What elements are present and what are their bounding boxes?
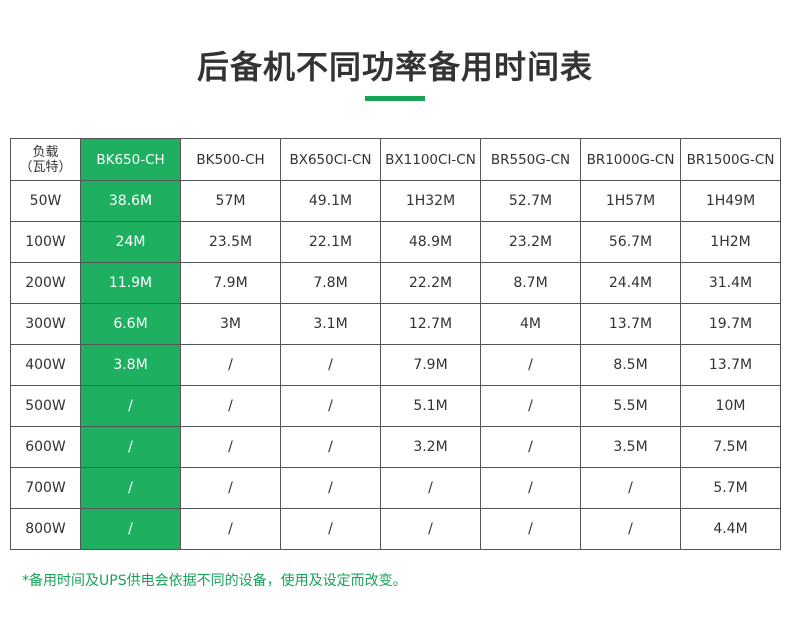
backup-time-cell: 1H32M: [380, 180, 481, 222]
backup-time-cell: /: [280, 467, 381, 509]
table-row: 800W / / / / //4.4M: [10, 508, 781, 550]
backup-time-cell: 13.7M: [680, 344, 781, 386]
backup-time-cell: 7.8M: [280, 262, 381, 304]
backup-time-table: 负载 （瓦特） BK650-CH BK500-CH BX650CI-CN BX1…: [10, 138, 781, 550]
backup-time-cell: 7.5M: [680, 426, 781, 468]
model-header-bx1100ci-cn: BX1100CI-CN: [380, 138, 481, 181]
backup-time-cell: 48.9M: [380, 221, 481, 263]
model-header-bk650-ch: BK650-CH: [80, 138, 181, 181]
page-title: 后备机不同功率备用时间表: [196, 48, 593, 86]
backup-time-cell: 23.2M: [480, 221, 581, 263]
table-row: 700W / / / / //5.7M: [10, 467, 781, 509]
backup-time-cell: 38.6M: [80, 180, 181, 222]
backup-time-cell: 56.7M: [580, 221, 681, 263]
backup-time-cell: /: [480, 426, 581, 468]
backup-time-cell: 8.7M: [480, 262, 581, 304]
backup-time-cell: 19.7M: [680, 303, 781, 345]
backup-time-cell: /: [280, 344, 381, 386]
backup-time-cell: /: [80, 426, 181, 468]
backup-time-cell: 24.4M: [580, 262, 681, 304]
backup-time-cell: /: [280, 385, 381, 427]
backup-time-cell: 8.5M: [580, 344, 681, 386]
backup-time-cell: /: [80, 385, 181, 427]
backup-time-cell: /: [380, 508, 481, 550]
table-row: 600W / //3.2M/3.5M 7.5M: [10, 426, 781, 468]
backup-time-cell: 13.7M: [580, 303, 681, 345]
backup-time-cell: 1H2M: [680, 221, 781, 263]
model-header-br1000g-cn: BR1000G-CN: [580, 138, 681, 181]
backup-time-cell: /: [180, 508, 281, 550]
backup-time-cell: 49.1M: [280, 180, 381, 222]
load-cell: 600W: [10, 426, 81, 468]
backup-time-cell: 57M: [180, 180, 281, 222]
model-header-bk500-ch: BK500-CH: [180, 138, 281, 181]
load-cell: 400W: [10, 344, 81, 386]
backup-time-cell: 7.9M: [180, 262, 281, 304]
load-cell: 200W: [10, 262, 81, 304]
backup-time-cell: 3.5M: [580, 426, 681, 468]
backup-time-cell: 1H49M: [680, 180, 781, 222]
backup-time-cell: 4M: [480, 303, 581, 345]
backup-time-cell: 5.7M: [680, 467, 781, 509]
backup-time-cell: /: [180, 385, 281, 427]
table-row: 50W 38.6M 57M 49.1M 1H32M 52.7M 1H57M 1H49M: [10, 180, 781, 222]
backup-time-cell: 3.8M: [80, 344, 181, 386]
backup-time-cell: /: [180, 467, 281, 509]
backup-time-cell: /: [480, 508, 581, 550]
backup-time-cell: 52.7M: [480, 180, 581, 222]
model-header-br550g-cn: BR550G-CN: [480, 138, 581, 181]
backup-time-cell: 22.2M: [380, 262, 481, 304]
table-header-row: 负载 （瓦特） BK650-CH BK500-CH BX650CI-CN BX1…: [10, 138, 781, 181]
backup-time-cell: 1H57M: [580, 180, 681, 222]
backup-time-cell: /: [180, 426, 281, 468]
backup-time-cell: /: [280, 508, 381, 550]
backup-time-cell: 24M: [80, 221, 181, 263]
load-header-unit: （瓦特）: [19, 159, 72, 175]
table-row: 300W 6.6M 3M 3.1M 12.7M 4M 13.7M 19.7M: [10, 303, 781, 345]
table-row: 400W 3.8M //7.9M/8.5M 13.7M: [10, 344, 781, 386]
load-column-header: 负载 （瓦特）: [10, 138, 81, 181]
backup-time-cell: /: [480, 344, 581, 386]
backup-time-cell: /: [180, 344, 281, 386]
backup-time-cell: 4.4M: [680, 508, 781, 550]
backup-time-cell: /: [380, 467, 481, 509]
backup-time-cell: 5.5M: [580, 385, 681, 427]
backup-time-cell: /: [80, 508, 181, 550]
backup-time-cell: /: [580, 508, 681, 550]
backup-time-cell: 11.9M: [80, 262, 181, 304]
model-header-bx650ci-cn: BX650CI-CN: [280, 138, 381, 181]
backup-time-cell: 31.4M: [680, 262, 781, 304]
load-cell: 800W: [10, 508, 81, 550]
load-cell: 300W: [10, 303, 81, 345]
table-row: 500W / //5.1M/5.5M 10M: [10, 385, 781, 427]
table-row: 200W 11.9M 7.9M 7.8M 22.2M 8.7M 24.4M 31.4M: [10, 262, 781, 304]
backup-time-cell: 23.5M: [180, 221, 281, 263]
backup-time-cell: 5.1M: [380, 385, 481, 427]
model-header-br1500g-cn: BR1500G-CN: [680, 138, 781, 181]
backup-time-cell: /: [80, 467, 181, 509]
footnote: *备用时间及UPS供电会依据不同的设备，使用及设定而改变。: [22, 573, 407, 589]
backup-time-cell: /: [580, 467, 681, 509]
load-cell: 50W: [10, 180, 81, 222]
backup-time-cell: 3.1M: [280, 303, 381, 345]
title-underline: [365, 96, 425, 101]
backup-time-cell: /: [480, 385, 581, 427]
backup-time-cell: 22.1M: [280, 221, 381, 263]
backup-time-cell: 7.9M: [380, 344, 481, 386]
load-cell: 700W: [10, 467, 81, 509]
load-header-label: 负载: [32, 144, 59, 160]
backup-time-cell: 6.6M: [80, 303, 181, 345]
load-cell: 500W: [10, 385, 81, 427]
backup-time-cell: /: [280, 426, 381, 468]
backup-time-cell: 10M: [680, 385, 781, 427]
backup-time-cell: 3.2M: [380, 426, 481, 468]
backup-time-cell: 3M: [180, 303, 281, 345]
backup-time-cell: /: [480, 467, 581, 509]
backup-time-cell: 12.7M: [380, 303, 481, 345]
load-cell: 100W: [10, 221, 81, 263]
table-row: 100W 24M 23.5M 22.1M 48.9M 23.2M 56.7M 1H2M: [10, 221, 781, 263]
